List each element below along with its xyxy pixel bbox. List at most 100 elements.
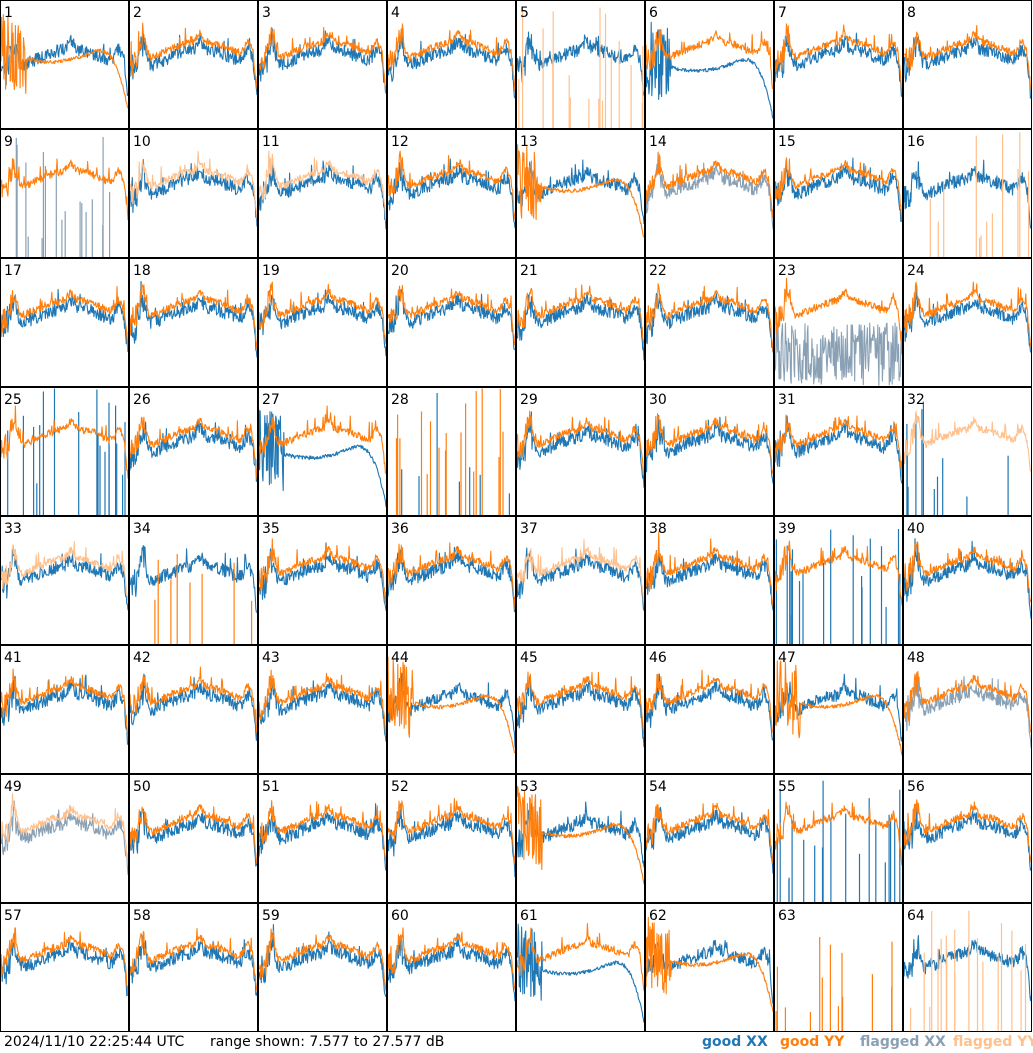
panel-46: 46 [645, 645, 774, 774]
panel-52-xx-line [387, 807, 516, 878]
panel-46-yy-line [645, 669, 774, 733]
panel-11-border [258, 129, 387, 258]
panel-37-yy-line [516, 538, 645, 604]
footer: 2024/11/10 22:25:44 UTC range shown: 7.5… [0, 1033, 1033, 1053]
panel-52-yy-line [387, 797, 516, 865]
panel-39-label: 39 [778, 521, 796, 537]
panel-10-label: 10 [133, 134, 151, 150]
panel-2-border [129, 0, 258, 129]
legend-good-xx: good XX [702, 1034, 768, 1050]
panel-51: 51 [258, 774, 387, 903]
panel-40-yy-line [903, 541, 1032, 603]
panel-53-yy-line [516, 785, 645, 885]
panel-33: 33 [0, 516, 129, 645]
panel-11-xx-line [258, 159, 387, 230]
panel-13-label: 13 [520, 134, 538, 150]
panel-7: 7 [774, 0, 903, 129]
panel-5-border [516, 0, 645, 129]
panel-6-label: 6 [649, 5, 658, 21]
panel-11: 11 [258, 129, 387, 258]
panel-58-border [129, 903, 258, 1032]
panel-52: 52 [387, 774, 516, 903]
panel-63-border [774, 903, 903, 1032]
panel-32-border [903, 387, 1032, 516]
panel-41-border [0, 645, 129, 774]
panel-27-border [258, 387, 387, 516]
panel-17: 17 [0, 258, 129, 387]
panel-41-xx-line [0, 674, 129, 746]
panel-48-label: 48 [907, 650, 925, 666]
panel-9-yy-line [0, 158, 129, 221]
panel-27-xx-line [258, 409, 387, 508]
panel-30: 30 [645, 387, 774, 516]
panel-33-border [0, 516, 129, 645]
panel-16-xx-line [903, 159, 1032, 229]
panel-52-border [387, 774, 516, 903]
panel-37-xx-line [516, 547, 645, 611]
panel-13: 13 [516, 129, 645, 258]
panel-15-border [774, 129, 903, 258]
panel-36-label: 36 [391, 521, 409, 537]
panel-41: 41 [0, 645, 129, 774]
panel-42-yy-line [129, 666, 258, 734]
panel-53-label: 53 [520, 779, 538, 795]
panel-27: 27 [258, 387, 387, 516]
panel-50-border [129, 774, 258, 903]
panel-19: 19 [258, 258, 387, 387]
panel-36-border [387, 516, 516, 645]
panel-2: 2 [129, 0, 258, 129]
panel-46-xx-line [645, 673, 774, 741]
panel-14-yy-line [645, 151, 774, 219]
panel-42-label: 42 [133, 650, 151, 666]
panel-12-label: 12 [391, 134, 409, 150]
panel-61-border [516, 903, 645, 1032]
panel-62-xx-line [645, 939, 774, 1005]
panel-10-yy-line [130, 150, 258, 219]
panel-39: 39 [774, 516, 903, 645]
panel-60: 60 [387, 903, 516, 1032]
panel-16-border [903, 129, 1032, 258]
panel-35-label: 35 [262, 521, 280, 537]
panel-42-border [129, 645, 258, 774]
panel-51-xx-line [258, 803, 387, 871]
panel-24-border [903, 258, 1032, 387]
panel-20: 20 [387, 258, 516, 387]
panel-19-xx-line [258, 289, 387, 357]
panel-8-yy-line [904, 24, 1032, 89]
panel-43-label: 43 [262, 650, 280, 666]
panel-20-border [387, 258, 516, 387]
panel-62-yy-line [645, 916, 774, 1012]
panel-48-border [903, 645, 1032, 774]
panel-51-yy-line [258, 800, 387, 861]
panel-64: 64 [903, 903, 1032, 1032]
panel-57-label: 57 [4, 908, 22, 924]
panel-41-yy-line [0, 668, 129, 735]
panel-7-xx-line [774, 32, 903, 97]
panel-28: 28 [387, 387, 516, 516]
panel-38-xx-line [645, 549, 774, 611]
panel-25: 25 [0, 387, 129, 516]
panel-14-xx-line [645, 153, 774, 230]
panel-24-yy-line [903, 281, 1032, 348]
legend-good-yy: good YY [780, 1034, 845, 1050]
panel-58-yy-line [129, 927, 258, 992]
panel-9: 9 [0, 129, 129, 258]
panel-33-label: 33 [4, 521, 22, 537]
panel-56-border [903, 774, 1032, 903]
panel-22: 22 [645, 258, 774, 387]
panel-44-border [387, 645, 516, 774]
panel-34-border [129, 516, 258, 645]
panel-34: 34 [129, 516, 258, 645]
panel-29: 29 [516, 387, 645, 516]
panel-16: 16 [903, 129, 1032, 258]
panel-18-xx-line [129, 280, 258, 358]
panel-43-yy-line [258, 669, 387, 735]
panel-26-xx-line [129, 420, 258, 483]
panel-60-xx-line [387, 933, 516, 1002]
panel-18: 18 [129, 258, 258, 387]
panel-20-xx-line [387, 288, 516, 351]
panel-14-label: 14 [649, 134, 667, 150]
panel-34-xx-line [129, 545, 258, 613]
panel-29-border [516, 387, 645, 516]
panel-27-yy-line [258, 405, 387, 474]
